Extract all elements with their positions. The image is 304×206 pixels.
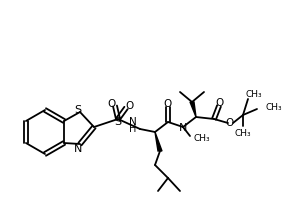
Text: N: N — [74, 143, 82, 153]
Text: CH₃: CH₃ — [235, 129, 251, 138]
Polygon shape — [155, 132, 162, 151]
Text: H: H — [129, 123, 137, 133]
Text: O: O — [216, 97, 224, 108]
Text: N: N — [129, 116, 137, 126]
Text: CH₃: CH₃ — [246, 90, 262, 99]
Polygon shape — [190, 103, 196, 117]
Text: CH₃: CH₃ — [193, 134, 210, 143]
Text: O: O — [164, 98, 172, 109]
Text: CH₃: CH₃ — [265, 103, 282, 112]
Text: S: S — [74, 104, 81, 115]
Text: O: O — [225, 117, 233, 127]
Text: O: O — [108, 98, 116, 109]
Text: S: S — [114, 116, 122, 126]
Text: O: O — [125, 101, 133, 110]
Text: N: N — [179, 122, 187, 132]
